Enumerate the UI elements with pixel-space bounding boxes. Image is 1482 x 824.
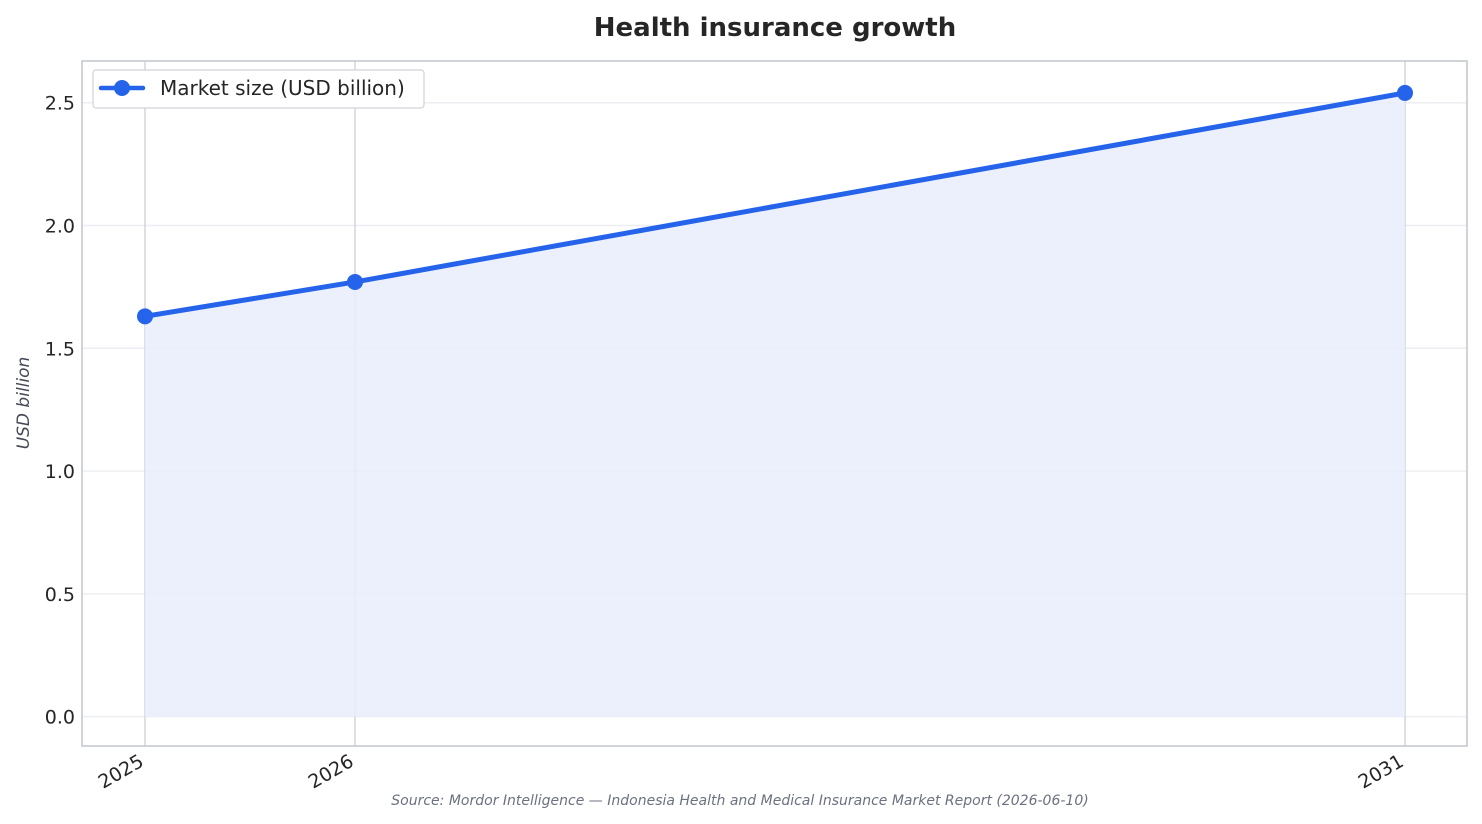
x-tick-label: 2025 (95, 750, 148, 793)
y-tick-label: 1.5 (45, 338, 75, 360)
legend-label: Market size (USD billion) (160, 76, 405, 100)
data-point (347, 273, 363, 290)
plot-frame (81, 60, 1468, 747)
legend: Market size (USD billion) (92, 69, 425, 109)
series-area-fill (145, 92, 1405, 717)
x-tick-label: 2031 (1355, 750, 1408, 793)
point-layer (137, 84, 1413, 325)
chart-title: Health insurance growth (594, 13, 956, 43)
source-note: Source: Mordor Intelligence — Indonesia … (391, 793, 1088, 809)
y-axis-label: USD billion (14, 357, 34, 450)
y-axis: 0.0 0.5 1.0 1.5 2.0 2.5 (45, 93, 75, 729)
x-tick-label: 2026 (305, 750, 358, 793)
y-tick-label: 0.0 (45, 707, 75, 729)
area-layer (145, 92, 1405, 717)
x-axis: 2025 2026 2031 (95, 750, 1408, 793)
y-tick-label: 2.0 (45, 215, 75, 237)
data-point (1397, 84, 1413, 101)
y-tick-label: 1.0 (45, 461, 75, 483)
y-tick-label: 0.5 (45, 584, 75, 606)
legend-frame (92, 69, 425, 109)
legend-marker-swatch (114, 80, 130, 96)
data-point (137, 308, 153, 325)
y-tick-label: 2.5 (45, 93, 75, 115)
